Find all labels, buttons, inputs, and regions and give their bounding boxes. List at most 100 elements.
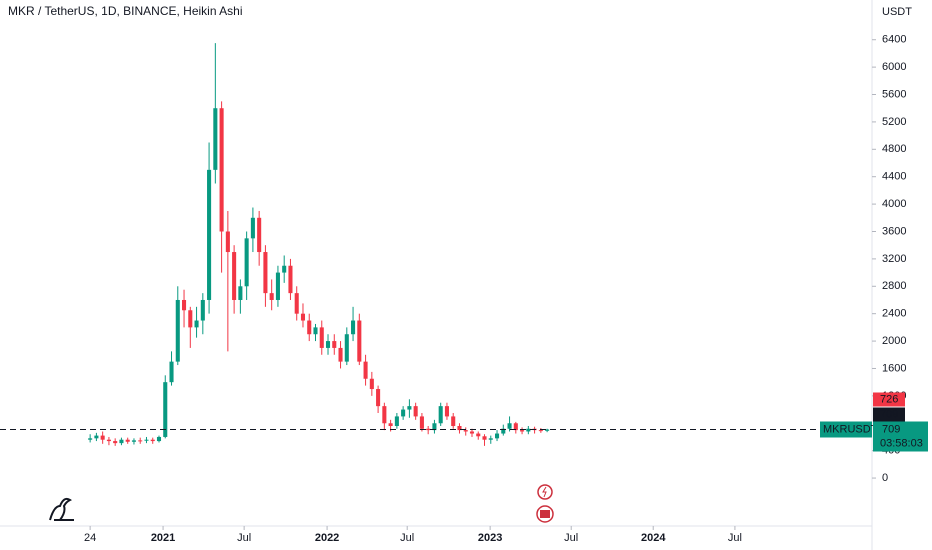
candle-body [150,439,155,442]
logo[interactable] [49,497,74,521]
candle-body [100,435,105,440]
y-tick-label: 3600 [882,225,906,237]
candle-body [200,299,205,321]
countdown: 03:58:03 [880,437,923,449]
candle-body [188,310,193,328]
candle-body [156,436,162,442]
candle-body [344,334,349,362]
y-tick-label: 2400 [882,308,906,320]
candle-body [363,361,368,379]
price-label: 709 [880,408,898,420]
y-tick-label: 4800 [882,143,906,155]
x-tick-label: 2024 [641,532,666,544]
candle-body [388,423,393,427]
candle-body [338,347,343,362]
candle-body [413,406,418,417]
y-tick-label: 1600 [882,362,906,374]
candle-body [175,299,180,362]
y-tick-label: 5200 [882,116,906,128]
candle-body [407,406,412,410]
candle-body [219,108,224,232]
candle-body [263,252,268,294]
candle-body [244,238,249,287]
y-tick-label: 6000 [882,61,906,73]
x-tick-label: 2021 [151,532,175,544]
x-tick-label: Jul [400,532,414,544]
candle-body [88,438,93,440]
y-tick-label: 2000 [882,335,906,347]
x-tick-label: 2023 [478,532,502,544]
x-tick-label: Jul [728,532,742,544]
candle-body [106,439,111,442]
candle-body [444,406,449,417]
candle-body [501,428,506,434]
candle-body [482,436,487,440]
candle-body [457,426,462,431]
candle-body [257,217,262,253]
candle-body [113,441,118,444]
candle-body [213,108,218,170]
candle-body [207,169,212,300]
y-tick-label: 0 [882,472,888,484]
candle-body [476,433,481,437]
y-tick-label: 5600 [882,88,906,100]
y-tick-label: 2800 [882,280,906,292]
candle-body [394,416,399,427]
candle-body [451,416,456,427]
candle-body [182,299,187,311]
candle-body [313,327,318,335]
x-tick-label: Jul [564,532,578,544]
candle-body [432,423,437,431]
price-label-box [873,407,905,422]
candle-body [401,409,406,417]
candle-body [250,217,255,239]
price-unit: USDT [882,6,912,18]
candle-body [119,439,124,444]
candle-body [94,435,99,439]
candle-body [332,341,337,348]
candle-body [294,293,299,314]
candle-body [426,428,431,431]
symbol-label: MKRUSDT [823,423,878,435]
y-tick-label: 3200 [882,253,906,265]
candle-body [545,429,550,431]
candle-body [463,430,468,432]
candle-body [300,313,306,321]
candle-body [526,428,531,432]
candle-body [319,327,324,348]
candle-body [488,438,493,440]
candle-body [325,341,331,348]
x-tick-label: Jul [237,532,251,544]
candle-body [520,430,525,432]
candle-body [169,361,174,383]
candle-body [513,423,518,431]
candle-body [194,320,199,328]
price-label: 726 [880,393,898,405]
candle-body [225,231,230,253]
candle-body [369,378,374,390]
y-tick-label: 4000 [882,198,906,210]
candle-body [376,389,381,407]
candle-body [419,416,424,429]
candle-body [282,265,287,273]
symbol-label-box [820,421,872,438]
candle-body [131,440,136,442]
chart-title: MKR / TetherUS, 1D, BINANCE, Heikin Ashi [8,4,243,18]
candle-body [494,433,500,439]
candle-body [538,430,543,432]
candle-body [275,272,280,300]
event-icons[interactable] [536,484,554,523]
candle-body [507,423,512,429]
last-price-label: 709 [882,423,900,435]
candle-body [144,439,149,441]
candle-body [125,439,130,442]
candle-body [163,382,168,437]
y-tick-label: 4400 [882,171,906,183]
candle-body [288,265,293,294]
candle-body [238,286,243,300]
candle-body [351,320,356,335]
candle-body [269,293,274,300]
price-label-box [873,392,905,407]
candle-body [438,406,443,424]
candle-body [382,406,387,424]
